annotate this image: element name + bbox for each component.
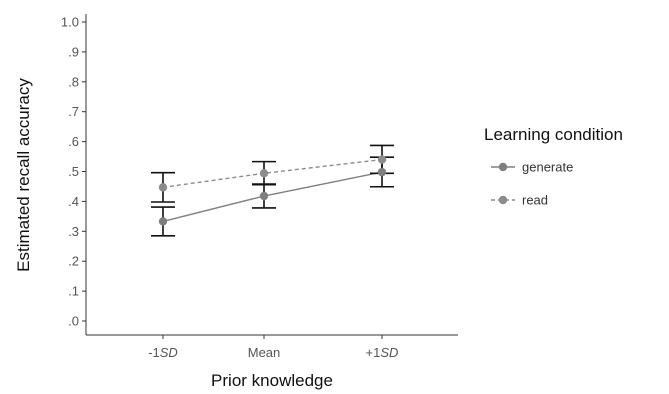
error-bars	[151, 144, 394, 237]
y-tick-label: .2	[68, 254, 79, 269]
y-tick-label: .7	[68, 104, 79, 119]
y-tick-label: .1	[68, 284, 79, 299]
data-point-read	[158, 183, 168, 192]
legend-key-point	[498, 162, 508, 172]
data-point-generate	[377, 167, 387, 177]
legend-label: read	[522, 193, 548, 208]
y-axis-title: Estimated recall accuracy	[14, 78, 33, 272]
y-tick-label: .0	[68, 314, 79, 329]
y-tick-label: .5	[68, 164, 79, 179]
y-tick-label: .4	[68, 194, 79, 209]
series-line-generate	[162, 171, 383, 223]
data-points	[158, 155, 387, 226]
x-tick-label: -1SD	[148, 345, 178, 360]
legend-key-point	[498, 195, 508, 205]
legend-label: generate	[522, 160, 573, 175]
series-lines	[162, 158, 383, 223]
y-tick-label: .9	[68, 44, 79, 59]
x-axis-ticks: -1SD Mean +1SD	[148, 335, 398, 360]
legend: Learning condition generate read	[484, 125, 623, 208]
legend-item-read: read	[491, 193, 548, 208]
x-axis-title: Prior knowledge	[211, 371, 333, 390]
data-point-read	[259, 169, 269, 178]
legend-items: generate read	[491, 160, 573, 208]
data-point-generate	[158, 217, 168, 226]
y-tick-label: .6	[68, 134, 79, 149]
data-point-generate	[259, 191, 269, 201]
x-tick-label: Mean	[248, 345, 281, 360]
y-axis-ticks: .0 .1 .2 .3 .4 .5 .6 .7 .8 .9 1.0	[61, 15, 86, 329]
y-tick-label: .8	[68, 74, 79, 89]
y-tick-label: .3	[68, 224, 79, 239]
series-line-read	[162, 158, 383, 189]
legend-title: Learning condition	[484, 125, 623, 144]
data-point-read	[377, 155, 387, 164]
y-tick-label: 1.0	[61, 15, 79, 30]
plot-area: .0 .1 .2 .3 .4 .5 .6 .7 .8 .9 1.0 -1SD Mean +1SD	[61, 14, 458, 360]
x-tick-label: +1SD	[366, 345, 399, 360]
legend-item-generate: generate	[491, 160, 573, 175]
